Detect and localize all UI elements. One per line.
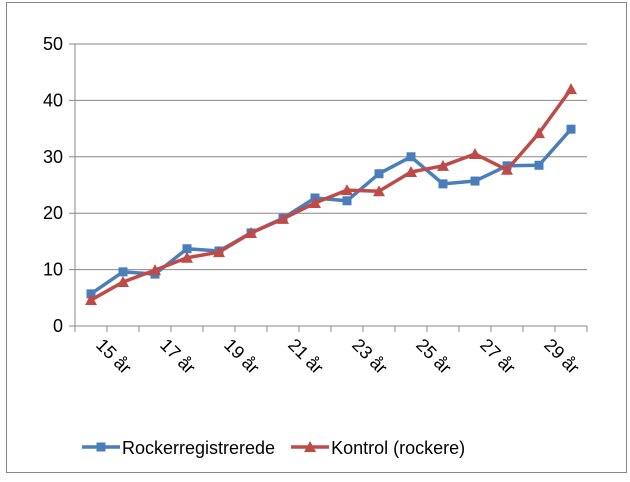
marker <box>182 244 192 254</box>
marker <box>85 294 97 306</box>
y-tick-label: 50 <box>43 34 63 54</box>
marker <box>374 169 384 179</box>
marker <box>533 127 545 139</box>
series-line <box>90 88 573 302</box>
marker <box>213 246 225 258</box>
marker <box>566 124 576 134</box>
marker <box>565 83 577 95</box>
marker <box>149 264 161 276</box>
marker <box>181 251 193 263</box>
legend-marker <box>96 442 106 452</box>
legend-label: Rockerregistrerede <box>122 438 275 458</box>
y-tick-label: 20 <box>43 203 63 223</box>
marker <box>469 147 481 159</box>
y-tick-label: 0 <box>53 316 63 336</box>
marker <box>117 276 129 288</box>
marker <box>341 184 353 196</box>
series-line <box>90 128 573 296</box>
marker <box>405 166 417 178</box>
marker <box>470 176 480 186</box>
legend-label: Kontrol (rockere) <box>331 438 465 458</box>
y-tick-label: 30 <box>43 147 63 167</box>
marker <box>86 289 96 299</box>
marker <box>118 267 128 277</box>
series <box>85 83 577 306</box>
legend-marker <box>304 441 317 452</box>
legend-item: Rockerregistrerede <box>82 438 275 458</box>
marker <box>309 197 321 209</box>
marker <box>277 212 289 224</box>
marker <box>342 196 352 206</box>
legend-item: Kontrol (rockere) <box>291 438 465 458</box>
y-tick-label: 40 <box>43 90 63 110</box>
marker <box>438 179 448 189</box>
marker <box>406 152 416 162</box>
marker <box>501 163 513 175</box>
marker <box>534 160 544 170</box>
y-tick-label: 10 <box>43 260 63 280</box>
chart-border <box>6 2 627 473</box>
marker <box>245 226 257 238</box>
marker <box>373 185 385 197</box>
marker <box>437 159 449 171</box>
